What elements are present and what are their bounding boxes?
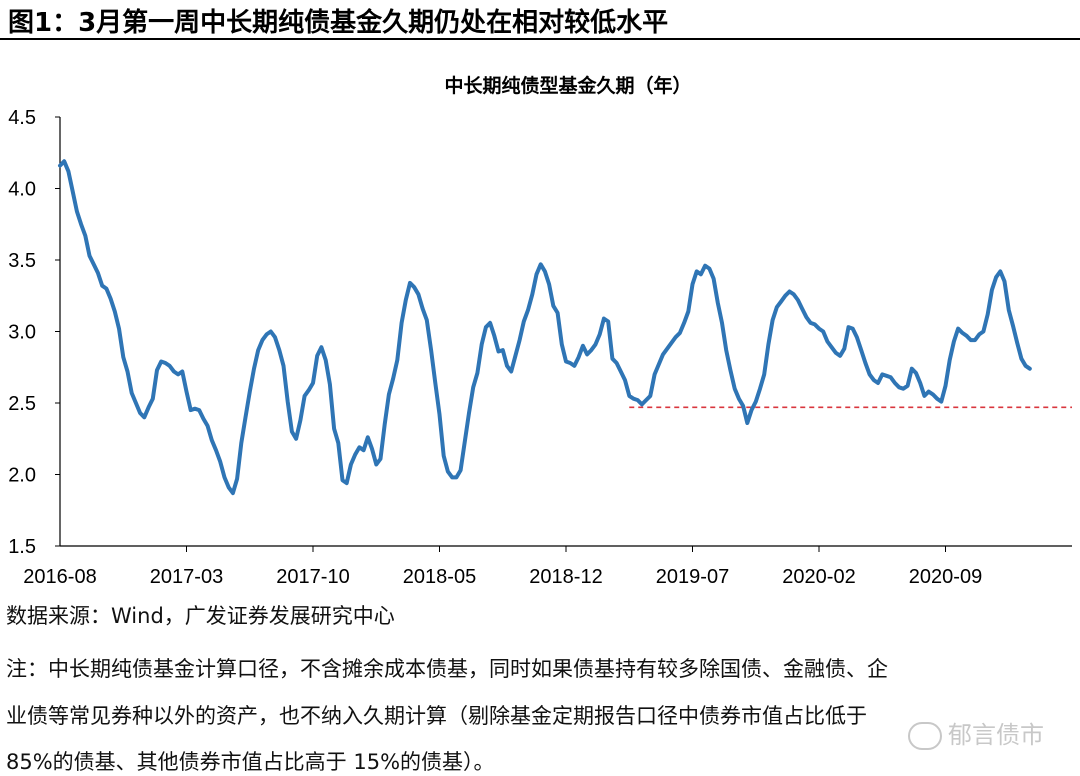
footnote-line-1: 注：中长期纯债基金计算口径，不含摊余成本债基，同时如果债基持有较多除国债、金融债… <box>6 657 888 681</box>
duration-series-line <box>58 159 1032 496</box>
watermark-text: 郁言债市 <box>948 721 1044 749</box>
watermark: 郁言债市 <box>908 715 1044 750</box>
footnote-line-2: 业债等常见券种以外的资产，也不纳入久期计算（剔除基金定期报告口径中债券市值占比低… <box>6 704 867 728</box>
figure-header: 图1：3月第一周中长期纯债基金久期仍处在相对较低水平 <box>0 0 1080 40</box>
chart-axes: 1.5 2.0 2.5 3.0 3.5 4.0 4.5 2016-08 2017-03 2017-… <box>8 107 1072 588</box>
figure-title: 图1：3月第一周中长期纯债基金久期仍处在相对较低水平 <box>8 8 669 38</box>
y-tick-label: 4.0 <box>8 179 36 201</box>
x-tick-label: 2016-08 <box>23 566 96 588</box>
y-tick-label: 1.5 <box>8 536 36 558</box>
x-tick-label: 2020-02 <box>782 566 855 588</box>
y-tick-label: 2.0 <box>8 465 36 487</box>
duration-line-chart: 中长期纯债型基金久期（年） 1.5 2.0 2.5 3.0 3.5 4.0 4.5 2016-… <box>8 74 1072 588</box>
y-tick-label: 3.0 <box>8 322 36 344</box>
y-tick-label: 2.5 <box>8 393 36 415</box>
x-tick-label: 2017-10 <box>276 566 349 588</box>
y-tick-label: 3.5 <box>8 250 36 272</box>
x-tick-label: 2018-12 <box>529 566 602 588</box>
x-tick-label: 2019-07 <box>656 566 729 588</box>
x-tick-label: 2017-03 <box>150 566 223 588</box>
wechat-icon <box>908 722 942 750</box>
chart-title: 中长期纯债型基金久期（年） <box>444 74 691 97</box>
x-tick-label: 2020-09 <box>909 566 982 588</box>
x-tick-label: 2018-05 <box>403 566 476 588</box>
y-tick-label: 4.5 <box>8 107 36 129</box>
series-group <box>58 159 1032 496</box>
data-source-note: 数据来源：Wind，广发证券发展研究中心 <box>6 604 395 628</box>
footnote-line-3: 85%的债基、其他债券市值占比高于 15%的债基）。 <box>6 750 495 774</box>
